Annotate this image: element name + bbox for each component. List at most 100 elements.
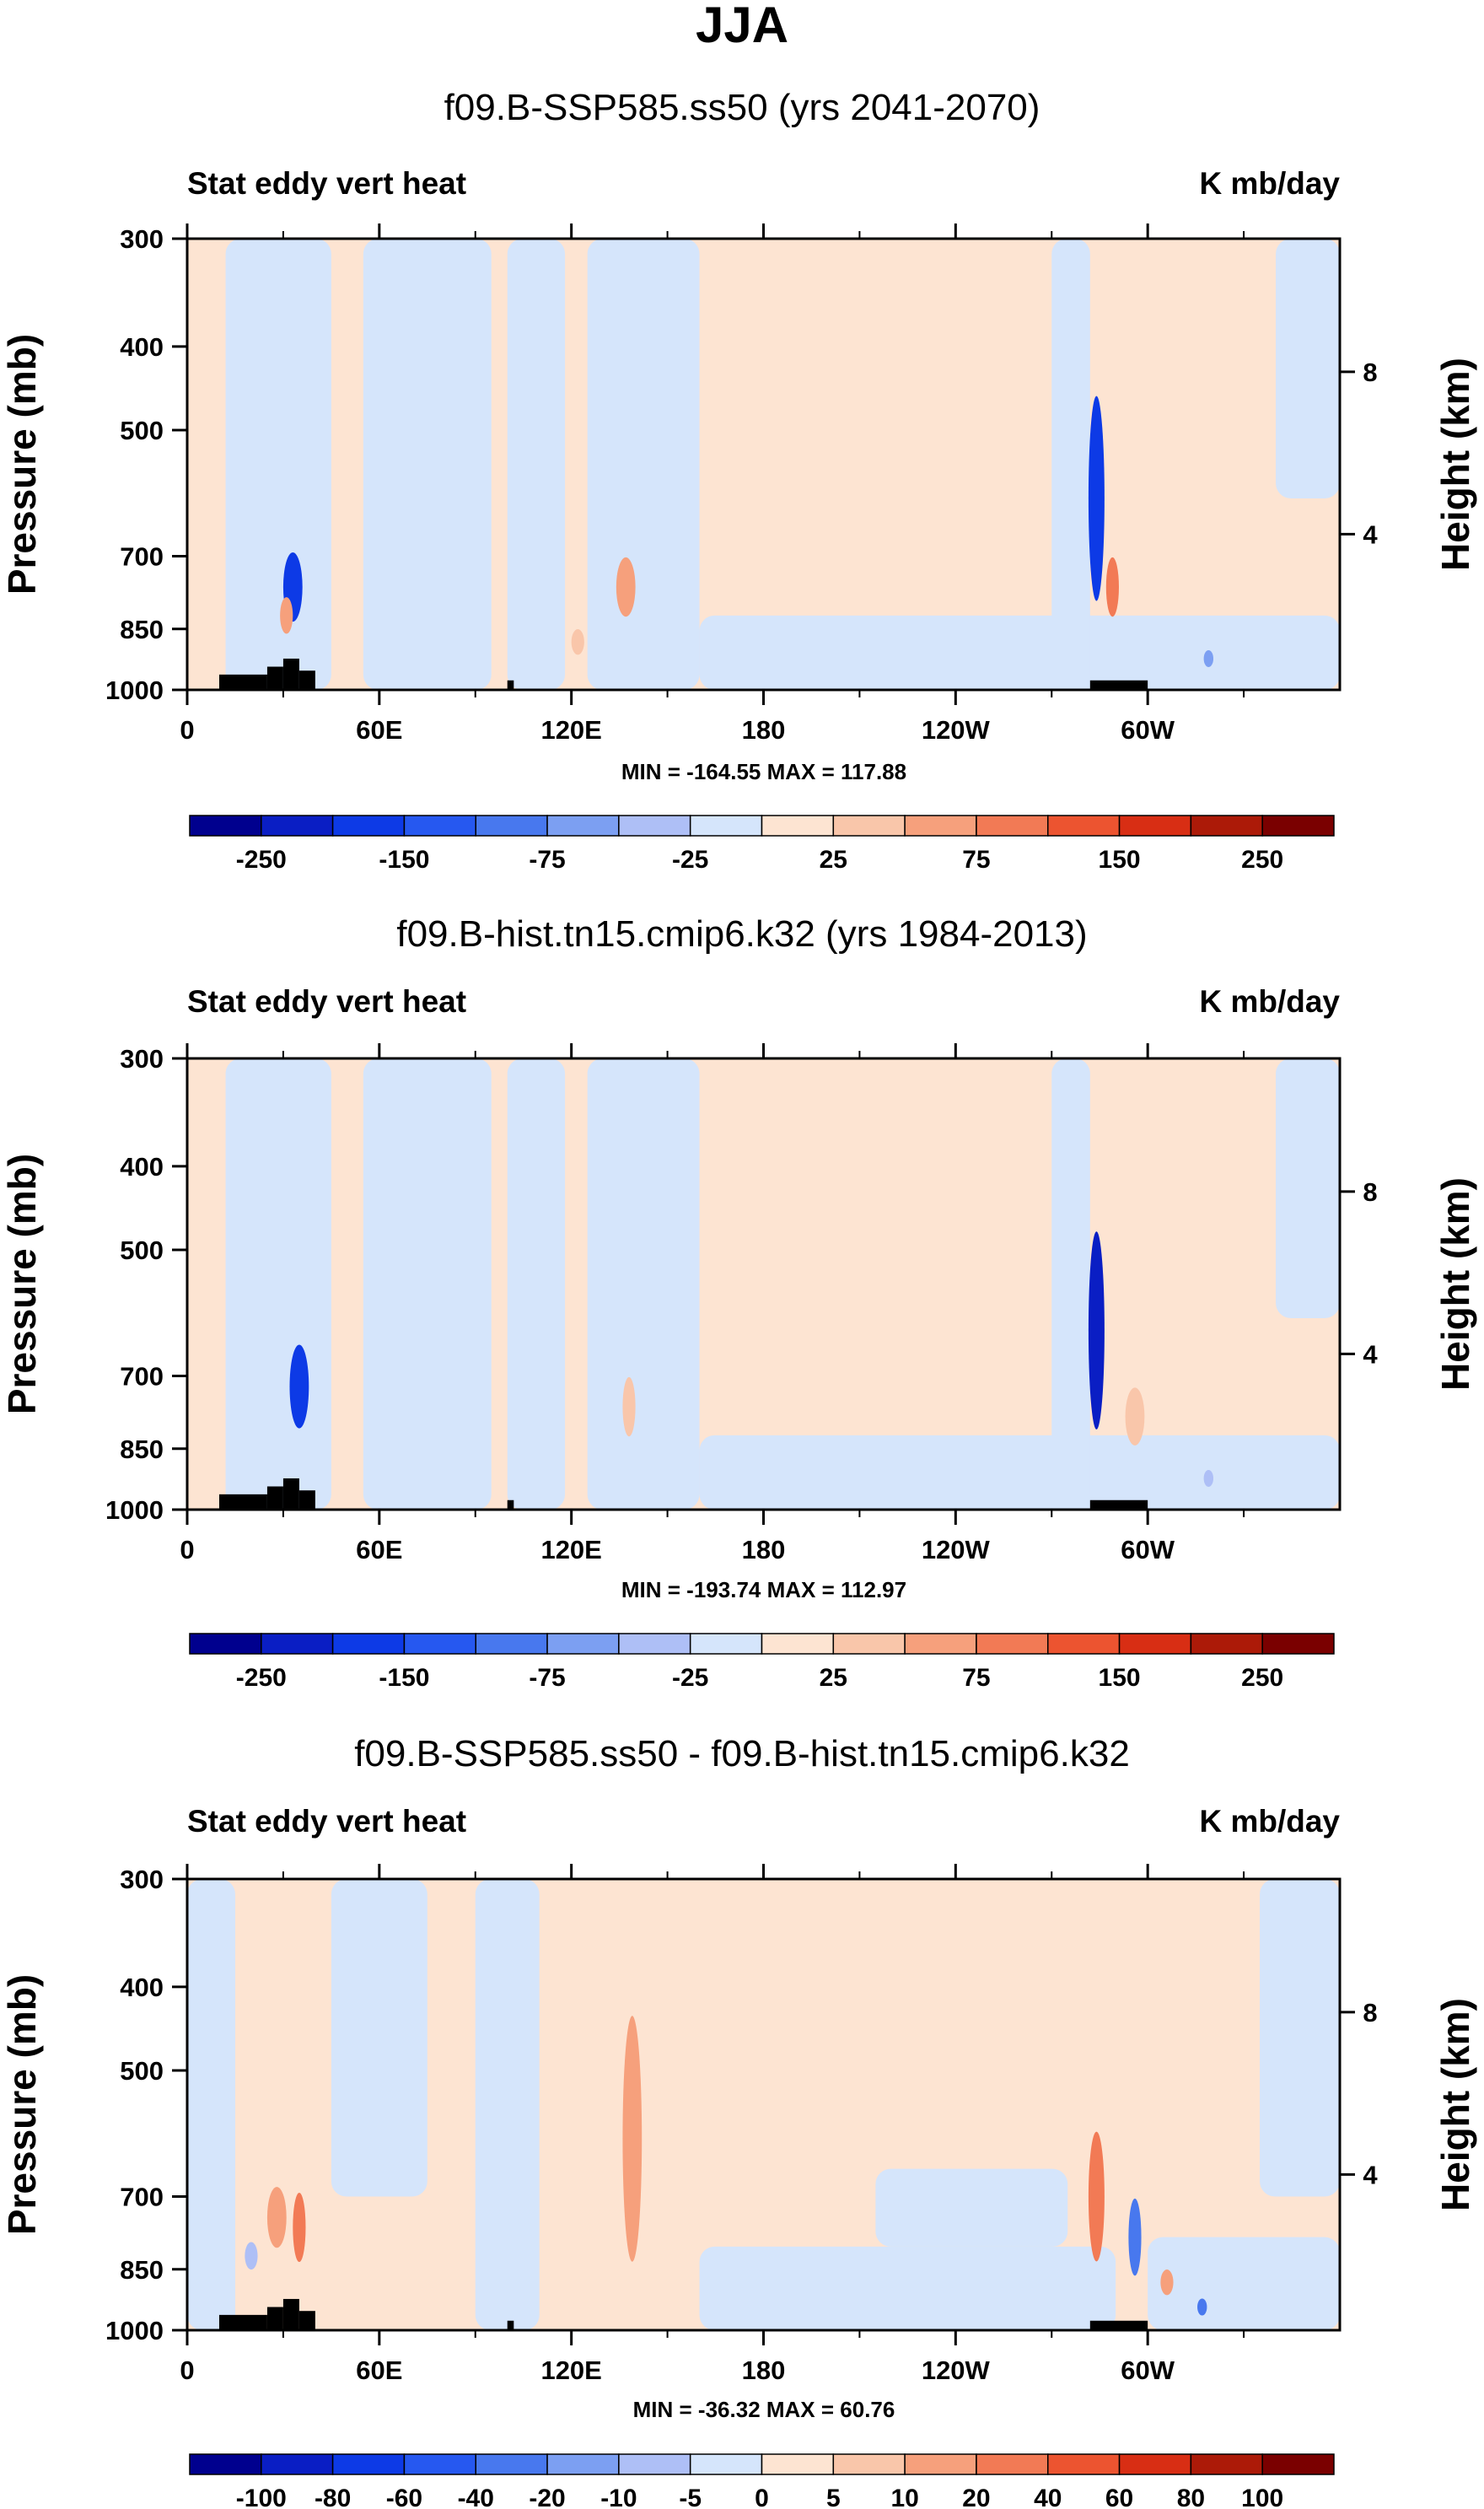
y-tick-label: 700 [120,2183,164,2212]
height-tick-label: 4 [1363,2160,1378,2189]
colorbar-swatch [403,2453,476,2475]
colorbar-swatch [832,1633,906,1655]
anomaly-contour [616,557,636,617]
colorbar-label: 80 [1177,2485,1205,2509]
colorbar-label: 0 [755,2485,769,2509]
negative-region [875,2168,1068,2247]
colorbar-swatch [1118,2453,1192,2475]
colorbar-label: 5 [826,2485,841,2509]
colorbar-label: -75 [529,846,565,874]
colorbar-swatch [403,1633,476,1655]
anomaly-contour [1088,396,1105,601]
x-tick-label: 0 [180,2356,194,2385]
anomaly-contour [1128,2198,1142,2276]
x-tick-label: 120E [540,1535,601,1564]
y-axis-label: Pressure (mb) [0,334,44,595]
colorbar-label: 10 [890,2485,918,2509]
min-max-label: MIN = -36.32 MAX = 60.76 [633,2397,895,2422]
x-tick-label: 60E [356,1535,402,1564]
colorbar-label: 250 [1241,846,1283,874]
height-tick-label: 8 [1363,358,1377,387]
colorbar-swatch [475,815,548,837]
negative-region [187,1879,235,2330]
panel-units-label: K mb/day [1199,166,1340,201]
x-tick-label: 120W [922,715,991,745]
negative-region [331,1879,427,2197]
y-axis-label: Pressure (mb) [0,1154,44,1414]
colorbar-swatch [904,2453,977,2475]
y-tick-label: 1000 [105,2316,164,2345]
panel-title: f09.B-SSP585.ss50 (yrs 2041-2070) [444,87,1040,128]
negative-region [225,1058,331,1510]
topography-mask [282,658,299,690]
colorbar-label: 75 [962,846,990,874]
colorbar-label: -10 [600,2485,637,2509]
y-tick-label: 850 [120,1435,164,1464]
anomaly-contour [622,1376,636,1437]
colorbar-swatch [1261,1633,1335,1655]
colorbar-swatch [1118,815,1192,837]
topography-mask [266,666,283,690]
plot-area [187,1058,1340,1510]
negative-region [587,239,700,690]
panel-units-label: K mb/day [1199,984,1340,1019]
y-tick-label: 400 [120,1973,164,2002]
anomaly-contour [1125,1387,1145,1446]
topography-mask [218,1494,267,1510]
colorbar-swatch [1190,815,1263,837]
negative-region [1260,1879,1340,2197]
colorbar-swatch [689,2453,763,2475]
negative-region [1051,1058,1090,1510]
colorbar-swatch [904,815,977,837]
colorbar-label: -80 [315,2485,351,2509]
anomaly-contour [1197,2298,1207,2316]
y-tick-label: 700 [120,542,164,572]
y-tick-label: 500 [120,1236,164,1265]
colorbar-swatch [1118,1633,1192,1655]
colorbar-swatch [618,815,691,837]
colorbar-label: -20 [529,2485,565,2509]
colorbar-label: -250 [236,846,287,874]
colorbar-swatch [832,2453,906,2475]
y-tick-label: 500 [120,416,164,445]
colorbar-swatch [761,1633,835,1655]
anomaly-contour [280,597,293,634]
x-tick-label: 180 [742,2356,786,2385]
anomaly-contour [266,2187,287,2248]
topography-mask [298,1490,315,1510]
colorbar-swatch [261,1633,334,1655]
y-tick-label: 300 [120,1044,164,1074]
negative-region [1276,1058,1340,1319]
anomaly-contour [289,1344,309,1429]
topography-mask [218,674,267,690]
colorbar-swatch [1047,2453,1121,2475]
y-tick-label: 300 [120,224,164,254]
topography-mask [1089,1499,1148,1510]
colorbar-label: 150 [1099,1664,1141,1692]
colorbar-swatch [904,1633,977,1655]
negative-region [1051,239,1090,690]
colorbar-swatch [546,1633,620,1655]
negative-region [587,1058,700,1510]
colorbar-swatch [689,1633,763,1655]
colorbar-swatch [261,815,334,837]
colorbar-swatch [689,815,763,837]
colorbar-label: 60 [1105,2485,1133,2509]
y-tick-label: 500 [120,2056,164,2086]
colorbar-swatch [475,1633,548,1655]
x-tick-label: 60W [1121,1535,1175,1564]
topography-mask [1089,2320,1148,2330]
y-axis-right-label: Height (km) [1433,1177,1477,1391]
y-tick-label: 850 [120,2255,164,2285]
y-tick-label: 400 [120,332,164,362]
y-tick-label: 300 [120,1865,164,1894]
anomaly-contour [245,2242,258,2270]
height-tick-label: 4 [1363,520,1378,549]
topography-mask [507,680,514,690]
colorbar-label: 40 [1034,2485,1062,2509]
negative-region [363,239,492,690]
topography-mask [266,2307,283,2330]
topography-mask [298,670,315,690]
colorbar-swatch [1261,815,1335,837]
